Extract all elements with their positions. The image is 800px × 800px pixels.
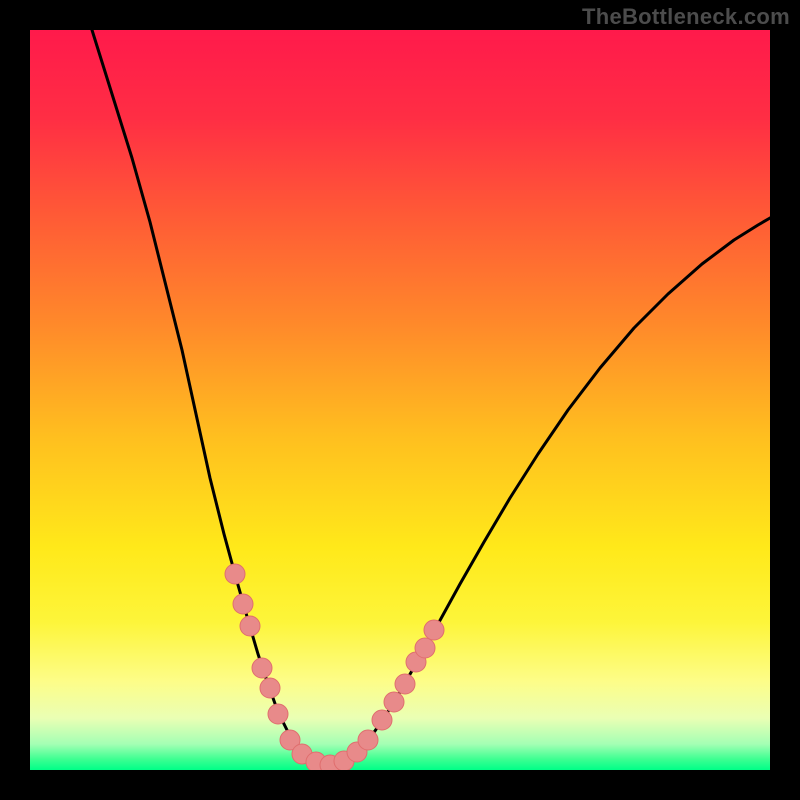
data-marker: [358, 730, 378, 750]
data-marker: [424, 620, 444, 640]
chart-svg: [30, 30, 770, 770]
data-marker: [415, 638, 435, 658]
data-marker: [268, 704, 288, 724]
data-marker: [225, 564, 245, 584]
figure-root: TheBottleneck.com: [0, 0, 800, 800]
watermark-text: TheBottleneck.com: [582, 4, 790, 30]
data-marker: [233, 594, 253, 614]
plot-background: [30, 30, 770, 770]
data-marker: [372, 710, 392, 730]
data-marker: [252, 658, 272, 678]
data-marker: [384, 692, 404, 712]
data-marker: [240, 616, 260, 636]
data-marker: [260, 678, 280, 698]
data-marker: [395, 674, 415, 694]
plot-area: [30, 30, 770, 770]
